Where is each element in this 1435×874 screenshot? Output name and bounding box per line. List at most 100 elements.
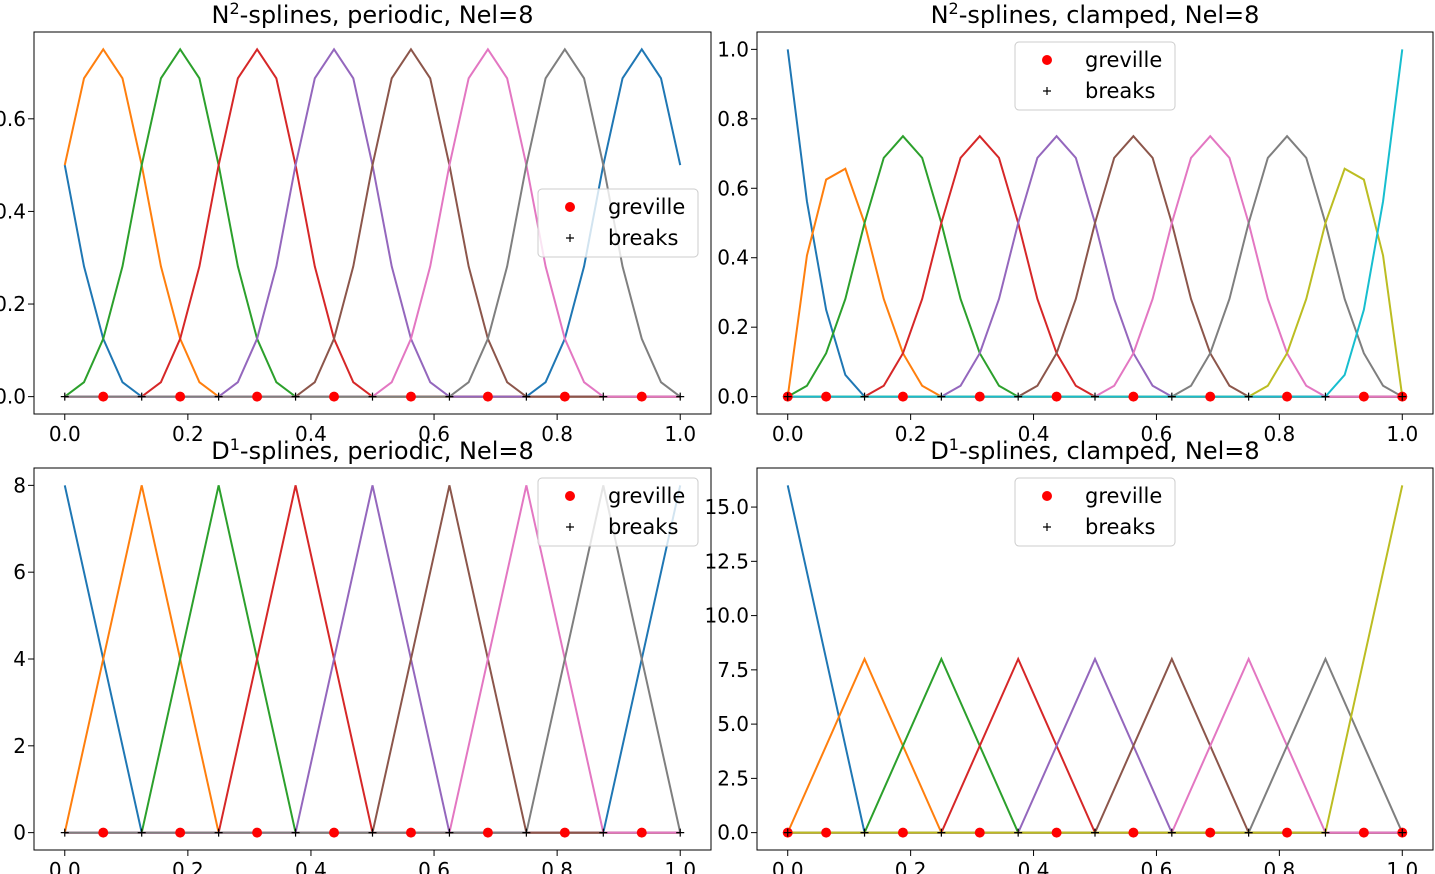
x-tick-label: 0.4: [295, 422, 327, 446]
legend-label: greville: [1085, 484, 1162, 508]
greville-point: [974, 391, 985, 402]
y-tick-label: 12.5: [704, 549, 749, 573]
greville-point: [1051, 391, 1062, 402]
greville-point: [1128, 827, 1139, 838]
title-rest: -splines, clamped, Nel=8: [959, 437, 1260, 465]
x-tick-label: 0.8: [541, 422, 573, 446]
greville-point: [897, 827, 908, 838]
break-point: [1167, 828, 1176, 837]
spline-line: [787, 656, 1404, 834]
greville-point: [405, 391, 416, 402]
break-point: [1244, 828, 1253, 837]
break-point: [60, 828, 69, 837]
x-tick-label: 1.0: [664, 422, 696, 446]
spline-line: [787, 134, 1403, 398]
break-point: [783, 392, 792, 401]
x-tick-label: 0.0: [49, 858, 81, 874]
x-tick-label: 0.4: [1018, 422, 1050, 446]
break-point: [214, 392, 223, 401]
greville-point: [482, 827, 493, 838]
legend: greville breaks: [537, 477, 699, 547]
title-base: D: [211, 437, 229, 465]
greville-point: [559, 391, 570, 402]
break-point: [676, 828, 685, 837]
spline-line: [787, 134, 1403, 398]
x-tick-label: 0.8: [541, 858, 573, 874]
legend-greville-marker: [565, 202, 575, 212]
break-point: [291, 392, 300, 401]
spline-line: [787, 134, 1403, 398]
subplot-title: D1-splines, clamped, Nel=8: [930, 435, 1259, 465]
x-tick-label: 0.2: [172, 858, 204, 874]
break-point: [937, 828, 946, 837]
y-tick-label: 0: [13, 821, 26, 845]
x-tick-label: 0.0: [772, 422, 804, 446]
subplot: D1-splines, clamped, Nel=8 0.0 0.2 0.4 0.6 0.…: [704, 435, 1434, 874]
spline-line: [787, 134, 1403, 398]
break-point: [214, 828, 223, 837]
subplot-title: D1-splines, periodic, Nel=8: [211, 435, 533, 465]
greville-point: [821, 827, 832, 838]
x-tick-label: 1.0: [1386, 422, 1418, 446]
y-tick-label: 2.5: [717, 766, 749, 790]
x-tick-label: 0.4: [295, 858, 327, 874]
title-base: N: [931, 1, 949, 29]
break-point: [1398, 392, 1407, 401]
subplot: N2-splines, clamped, Nel=8 0.0 0.2 0.4 0.6 0.…: [717, 0, 1434, 446]
y-tick-label: 4: [13, 647, 26, 671]
x-tick-label: 1.0: [1386, 858, 1418, 874]
title-rest: -splines, periodic, Nel=8: [240, 1, 534, 29]
greville-point: [1358, 827, 1369, 838]
break-point: [860, 828, 869, 837]
y-tick-label: 0.2: [0, 292, 26, 316]
greville-point: [821, 391, 832, 402]
y-tick-label: 10.0: [704, 604, 749, 628]
spline-line: [787, 656, 1403, 834]
title-base: D: [930, 437, 948, 465]
x-tick-label: 0.2: [895, 858, 927, 874]
legend-box: [537, 188, 699, 258]
title-sup: 1: [949, 435, 959, 454]
y-tick-label: 2: [13, 734, 26, 758]
legend-greville-marker: [1042, 55, 1052, 65]
axes-frame: [33, 467, 712, 851]
greville-point: [974, 827, 985, 838]
break-point: [676, 392, 685, 401]
break-point: [599, 828, 608, 837]
spline-line: [787, 656, 1403, 834]
legend-box: [1014, 477, 1176, 547]
y-tick-label: 0.4: [717, 246, 749, 270]
title-rest: -splines, clamped, Nel=8: [959, 1, 1260, 29]
legend-label: breaks: [1085, 515, 1155, 539]
legend-label: breaks: [608, 515, 678, 539]
legend-breaks-marker: [1043, 87, 1051, 95]
legend-box: [1014, 41, 1176, 111]
title-sup: 1: [230, 435, 240, 454]
y-tick-label: 0.0: [717, 385, 749, 409]
legend-label: greville: [608, 484, 685, 508]
y-tick-label: 6: [13, 560, 26, 584]
break-point: [291, 828, 300, 837]
break-point: [1398, 828, 1407, 837]
greville-point: [175, 391, 186, 402]
break-point: [368, 392, 377, 401]
subplot-title: N2-splines, periodic, Nel=8: [212, 0, 534, 29]
y-tick-label: 1.0: [717, 37, 749, 61]
spline-line: [787, 656, 1403, 834]
break-point: [860, 392, 869, 401]
greville-point: [405, 827, 416, 838]
spline-line: [786, 656, 1403, 834]
axes-frame: [756, 467, 1434, 851]
y-tick-label: 8: [13, 473, 26, 497]
spline-line: [787, 656, 1403, 834]
break-point: [368, 828, 377, 837]
title-base: N: [212, 1, 230, 29]
axes-frame: [756, 31, 1434, 415]
break-point: [445, 828, 454, 837]
x-tick-label: 0.6: [418, 858, 450, 874]
greville-point: [175, 827, 186, 838]
subplot: D1-splines, periodic, Nel=8 0.0 0.2 0.4 0.6 0…: [13, 435, 712, 874]
break-point: [137, 392, 146, 401]
break-point: [522, 392, 531, 401]
x-tick-label: 0.4: [1018, 858, 1050, 874]
